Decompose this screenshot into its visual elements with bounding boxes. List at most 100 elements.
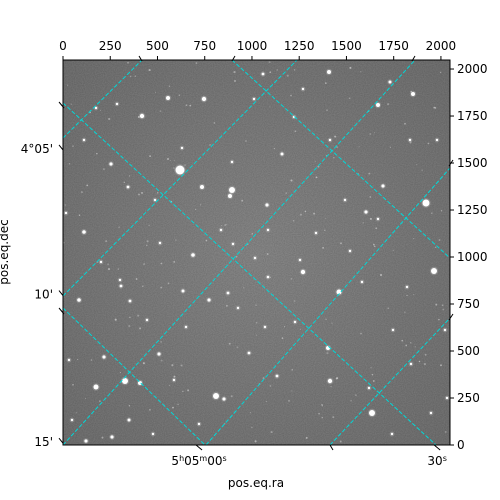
star bbox=[275, 374, 279, 378]
grid-line bbox=[63, 60, 416, 445]
faint-star bbox=[369, 133, 372, 135]
faint-star bbox=[241, 199, 244, 202]
star bbox=[139, 113, 145, 119]
x-tick-label: 1000 bbox=[237, 39, 268, 53]
ra-tick-label-part: 05 bbox=[184, 454, 199, 468]
faint-star bbox=[226, 223, 228, 225]
faint-star bbox=[369, 217, 372, 220]
faint-star bbox=[68, 163, 71, 165]
faint-star bbox=[317, 165, 320, 168]
faint-star bbox=[418, 360, 421, 363]
star bbox=[110, 435, 114, 439]
y-tick-label: 1500 bbox=[457, 156, 488, 170]
faint-star bbox=[438, 318, 440, 321]
faint-star bbox=[64, 204, 67, 206]
star bbox=[367, 386, 371, 390]
star bbox=[445, 396, 449, 400]
faint-star bbox=[288, 400, 290, 402]
faint-star bbox=[166, 157, 170, 161]
faint-star bbox=[439, 71, 442, 74]
star bbox=[266, 275, 270, 279]
faint-star bbox=[427, 142, 430, 145]
faint-star bbox=[244, 140, 247, 142]
dec-ticks: 4°05' 10' 15' bbox=[21, 55, 454, 451]
star bbox=[364, 210, 368, 214]
y-tick-label: 2000 bbox=[457, 62, 488, 76]
faint-star bbox=[333, 157, 335, 159]
faint-star bbox=[99, 400, 101, 402]
faint-star bbox=[137, 314, 140, 317]
faint-star bbox=[435, 303, 438, 306]
x-tick-label: 0 bbox=[59, 39, 67, 53]
faint-star bbox=[160, 359, 163, 362]
faint-star bbox=[247, 243, 249, 245]
faint-star bbox=[251, 233, 254, 235]
grid-line bbox=[63, 60, 298, 297]
star bbox=[409, 362, 413, 366]
ra-tick-label-part: m bbox=[199, 454, 207, 463]
star bbox=[158, 241, 162, 245]
faint-star bbox=[387, 103, 390, 106]
image-vignette bbox=[63, 60, 450, 445]
faint-star bbox=[173, 159, 175, 162]
faint-star bbox=[416, 164, 418, 166]
faint-star bbox=[340, 242, 342, 245]
faint-star bbox=[322, 247, 324, 249]
star bbox=[229, 187, 235, 193]
faint-star bbox=[160, 262, 163, 265]
faint-star bbox=[410, 90, 413, 93]
faint-star bbox=[374, 245, 376, 248]
star bbox=[431, 268, 437, 274]
faint-star bbox=[199, 204, 202, 206]
faint-star bbox=[350, 399, 352, 402]
star bbox=[151, 432, 155, 436]
x-tick-label: 1250 bbox=[284, 39, 315, 53]
star bbox=[99, 260, 103, 264]
dec-tick-mark bbox=[231, 55, 236, 62]
faint-star bbox=[90, 359, 93, 361]
star bbox=[435, 138, 439, 142]
star bbox=[93, 384, 99, 390]
faint-star bbox=[286, 74, 289, 77]
faint-star bbox=[325, 217, 327, 219]
faint-star bbox=[373, 243, 375, 246]
star bbox=[228, 194, 232, 198]
faint-star bbox=[169, 159, 171, 162]
faint-star bbox=[154, 91, 157, 93]
faint-star bbox=[167, 282, 170, 285]
faint-star bbox=[362, 222, 364, 224]
dec-tick-mark bbox=[58, 101, 65, 109]
faint-star bbox=[315, 176, 318, 179]
faint-star bbox=[230, 395, 233, 398]
faint-star bbox=[128, 405, 131, 407]
star bbox=[301, 87, 305, 91]
star bbox=[126, 185, 130, 189]
faint-star bbox=[194, 208, 197, 211]
star bbox=[222, 397, 226, 401]
ra-tick-mark bbox=[411, 55, 416, 62]
faint-star bbox=[292, 220, 295, 222]
faint-star bbox=[233, 71, 236, 74]
faint-star bbox=[409, 341, 412, 344]
faint-star bbox=[141, 191, 143, 194]
faint-star bbox=[285, 192, 288, 194]
faint-star bbox=[249, 412, 251, 414]
faint-star bbox=[413, 294, 415, 296]
faint-star bbox=[254, 440, 257, 443]
faint-star bbox=[184, 164, 186, 166]
faint-star bbox=[433, 106, 436, 109]
faint-star bbox=[270, 431, 273, 434]
ra-tick-label-part: s bbox=[223, 454, 227, 463]
star bbox=[119, 284, 123, 288]
ra-tick-mark bbox=[138, 55, 143, 62]
faint-star bbox=[321, 405, 323, 407]
faint-star bbox=[185, 104, 188, 107]
star bbox=[293, 320, 297, 324]
faint-star bbox=[269, 71, 272, 74]
faint-star bbox=[294, 130, 297, 133]
star bbox=[181, 289, 185, 293]
star bbox=[84, 439, 88, 443]
faint-star bbox=[72, 383, 74, 386]
star bbox=[422, 199, 430, 207]
